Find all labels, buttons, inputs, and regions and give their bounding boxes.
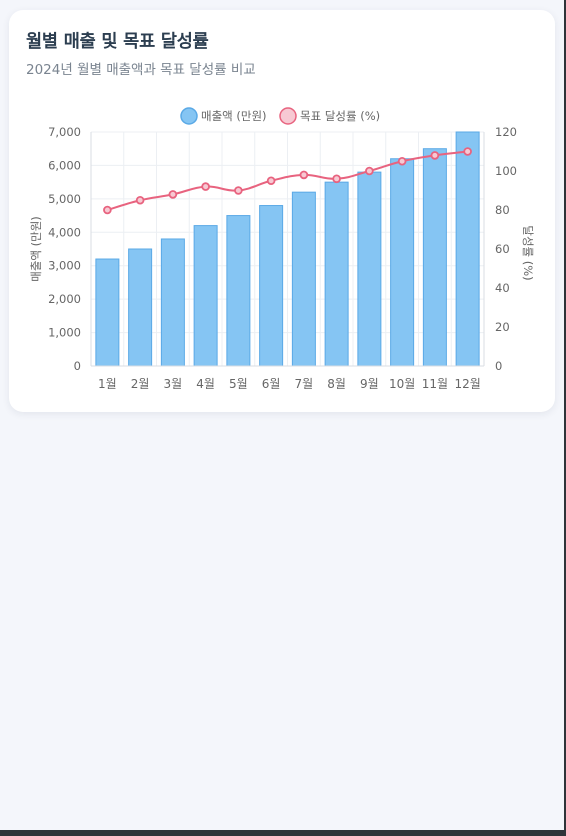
- x-tick-label: 6월: [262, 377, 281, 391]
- x-tick-label: 12월: [454, 377, 480, 391]
- line-point: [135, 195, 145, 205]
- line-point: [332, 174, 341, 184]
- x-tick-label: 7월: [295, 377, 314, 391]
- legend-swatch-sales: [180, 107, 198, 125]
- legend-item-achievement[interactable]: 목표 달성률 (%): [279, 107, 380, 125]
- window-edge-right: [564, 0, 566, 830]
- line-point: [103, 205, 112, 215]
- x-tick-label: 4월: [196, 377, 215, 391]
- y-tick-label: 5,000: [48, 192, 81, 206]
- y-tick-label: 4,000: [48, 225, 81, 239]
- line-group: [103, 147, 472, 215]
- y2-tick-label: 80: [495, 203, 510, 217]
- x-tick-label: 11월: [422, 377, 448, 391]
- y2-tick-label: 60: [495, 242, 510, 256]
- x-tick-label: 10월: [389, 377, 415, 391]
- legend-item-sales[interactable]: 매출액 (만원): [180, 107, 267, 125]
- bar: [324, 181, 349, 367]
- line-point: [201, 182, 210, 191]
- y2-tick-label: 100: [495, 164, 517, 178]
- x-tick-label: 5월: [229, 377, 248, 391]
- bar: [455, 131, 480, 367]
- y-tick-label: 1,000: [48, 326, 81, 340]
- chart-title: 월별 매출 및 목표 달성률: [26, 32, 209, 52]
- legend-swatch-achievement: [279, 107, 297, 125]
- y2-axis-title: 달성률 (%): [521, 225, 535, 280]
- x-tick-label: 2월: [131, 377, 150, 391]
- bar: [357, 171, 382, 367]
- y2-tick-label: 40: [495, 281, 510, 295]
- y-tick-label: 6,000: [48, 158, 81, 172]
- chart-subtitle: 2024년 월별 매출액과 목표 달성률 비교: [26, 62, 256, 78]
- line-point: [430, 151, 440, 160]
- bar: [193, 225, 218, 367]
- legend-label-achievement: 목표 달성률 (%): [300, 109, 380, 123]
- y2-tick-label: 120: [495, 125, 517, 139]
- line-point: [299, 170, 309, 180]
- y-axis-title: 매출액 (만원): [29, 216, 43, 282]
- x-tick-label: 8월: [327, 377, 346, 391]
- bar: [128, 248, 153, 367]
- y-tick-label: 2,000: [48, 292, 81, 306]
- axes-group: 0 1,000 2,000 3,000 4,000 5,000 6,000 7,000 0 20 4…: [29, 125, 535, 391]
- bar: [390, 158, 415, 367]
- legend[interactable]: 매출액 (만원) 목표 달성률 (%): [180, 107, 380, 125]
- x-tick-label: 9월: [360, 377, 379, 391]
- window-edge-bottom: [0, 830, 566, 836]
- line-point: [234, 186, 243, 195]
- y-tick-label: 0: [74, 359, 81, 373]
- x-tick-label: 1월: [98, 377, 117, 391]
- bar: [259, 205, 284, 367]
- sales-chart: 0 1,000 2,000 3,000 4,000 5,000 6,000 7,000 0 20 4…: [29, 107, 535, 391]
- bar: [291, 191, 316, 367]
- x-tick-label: 3월: [164, 377, 183, 391]
- bar: [422, 148, 447, 367]
- y-tick-label: 3,000: [48, 259, 81, 273]
- line-point: [266, 176, 276, 186]
- y2-tick-label: 20: [495, 320, 510, 334]
- line-point: [463, 147, 472, 156]
- grid: [90, 131, 485, 367]
- bar: [226, 215, 251, 367]
- line-point: [168, 190, 178, 199]
- bar: [95, 258, 120, 367]
- bar: [160, 238, 185, 367]
- line-point: [365, 166, 374, 176]
- legend-label-sales: 매출액 (만원): [201, 109, 267, 123]
- y2-tick-label: 0: [495, 359, 502, 373]
- line-point: [397, 156, 407, 166]
- y-tick-label: 7,000: [48, 125, 81, 139]
